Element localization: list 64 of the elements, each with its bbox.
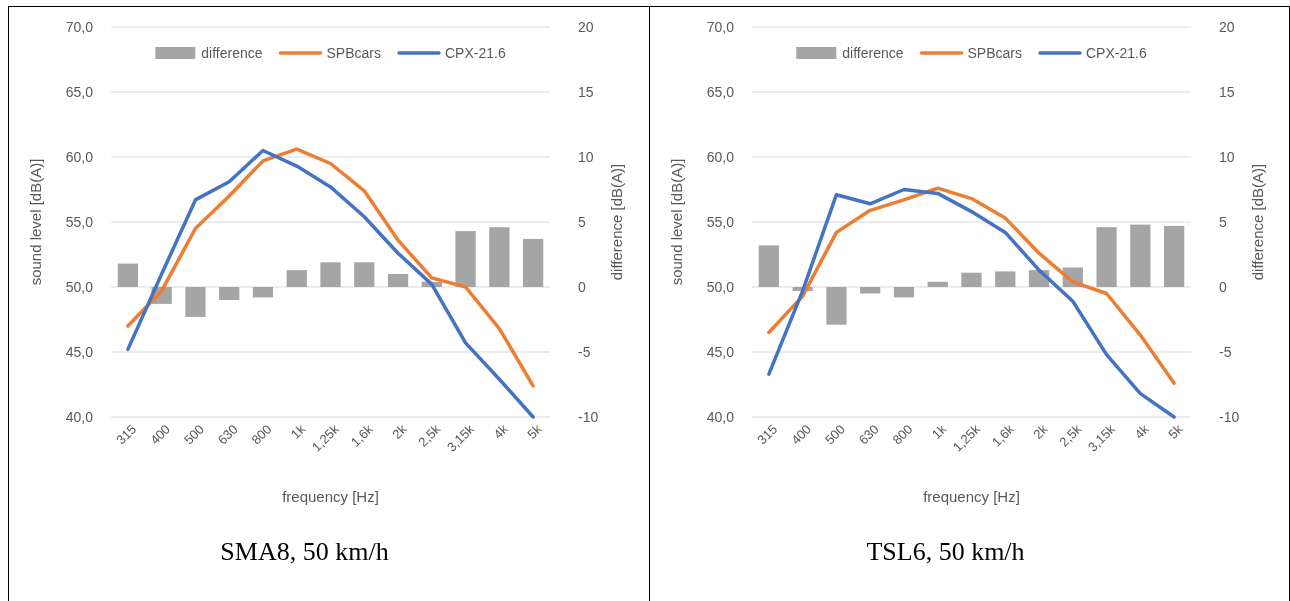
y2-tick-label: 10: [1219, 148, 1235, 165]
y2-tick-label: 0: [578, 278, 586, 295]
x-tick-label: 5k: [1165, 421, 1186, 442]
y2-tick-label: 5: [1219, 213, 1227, 230]
y2-tick-label: -10: [1219, 408, 1240, 425]
x-axis-title: frequency [Hz]: [923, 488, 1020, 505]
y-tick-label: 50,0: [706, 278, 735, 295]
y2-tick-label: -5: [578, 343, 591, 360]
text: TSL6, 50 km/h: [866, 537, 1025, 566]
y-tick-label: 70,0: [65, 18, 94, 35]
x-tick-label: 2k: [1030, 421, 1051, 442]
y2-axis-title: difference [dB(A)]: [608, 163, 625, 281]
x-tick-label: 400: [147, 421, 174, 448]
y2-axis-title: difference [dB(A)]: [1249, 163, 1266, 281]
x-tick-label: 800: [889, 421, 916, 448]
y-tick-label: 40,0: [65, 408, 94, 425]
y-tick-label: 65,0: [706, 83, 735, 100]
x-tick-label: 1k: [928, 421, 950, 442]
y-tick-label: 55,0: [706, 213, 735, 230]
x-tick-label: 4k: [490, 421, 512, 442]
y-tick-label: 45,0: [706, 343, 735, 360]
x-tick-label: 500: [821, 421, 848, 448]
y2-tick-label: 5: [578, 213, 586, 230]
x-tick-label: 400: [788, 421, 815, 448]
x-tick-label: 800: [248, 421, 275, 448]
y-tick-label: 70,0: [706, 18, 735, 35]
y2-tick-label: 0: [1219, 278, 1227, 295]
x-tick-label: 2k: [389, 421, 410, 442]
x-tick-label: 315: [754, 421, 781, 448]
y2-tick-label: 15: [578, 83, 594, 100]
legend-label: CPX-21.6: [445, 45, 506, 61]
x-tick-label: 1,6k: [988, 421, 1018, 450]
x-tick-label: 4k: [1131, 421, 1153, 442]
x-axis-title: frequency [Hz]: [282, 488, 379, 505]
legend-label: SPBcars: [967, 45, 1022, 61]
y2-tick-label: -10: [578, 408, 599, 425]
x-tick-label: 500: [180, 421, 207, 448]
y-tick-label: 50,0: [65, 278, 94, 295]
x-tick-label: 630: [214, 421, 241, 448]
y2-tick-label: 20: [1219, 18, 1235, 35]
y2-tick-label: 20: [578, 18, 594, 35]
y-axis-title: sound level [dB(A)]: [668, 158, 685, 286]
y-tick-label: 60,0: [65, 148, 94, 165]
text: SMA8, 50 km/h: [220, 537, 389, 566]
x-tick-label: 1,6k: [347, 421, 377, 450]
legend-label: CPX-21.6: [1086, 45, 1147, 61]
y-tick-label: 55,0: [65, 213, 94, 230]
legend-label: difference: [201, 45, 263, 61]
y-tick-label: 40,0: [706, 408, 735, 425]
y2-tick-label: 15: [1219, 83, 1235, 100]
x-tick-label: 5k: [524, 421, 545, 442]
y-tick-label: 45,0: [65, 343, 94, 360]
x-tick-label: 1k: [287, 421, 309, 442]
x-tick-label: 315: [113, 421, 140, 448]
y2-tick-label: 10: [578, 148, 594, 165]
y-tick-label: 60,0: [706, 148, 735, 165]
legend-label: SPBcars: [326, 45, 381, 61]
y-tick-label: 65,0: [65, 83, 94, 100]
x-tick-label: 630: [855, 421, 882, 448]
legend-label: difference: [842, 45, 904, 61]
y-axis-title: sound level [dB(A)]: [27, 158, 44, 286]
y2-tick-label: -5: [1219, 343, 1232, 360]
x-tick-label: 2,5k: [415, 421, 444, 450]
x-tick-label: 2,5k: [1056, 421, 1085, 450]
